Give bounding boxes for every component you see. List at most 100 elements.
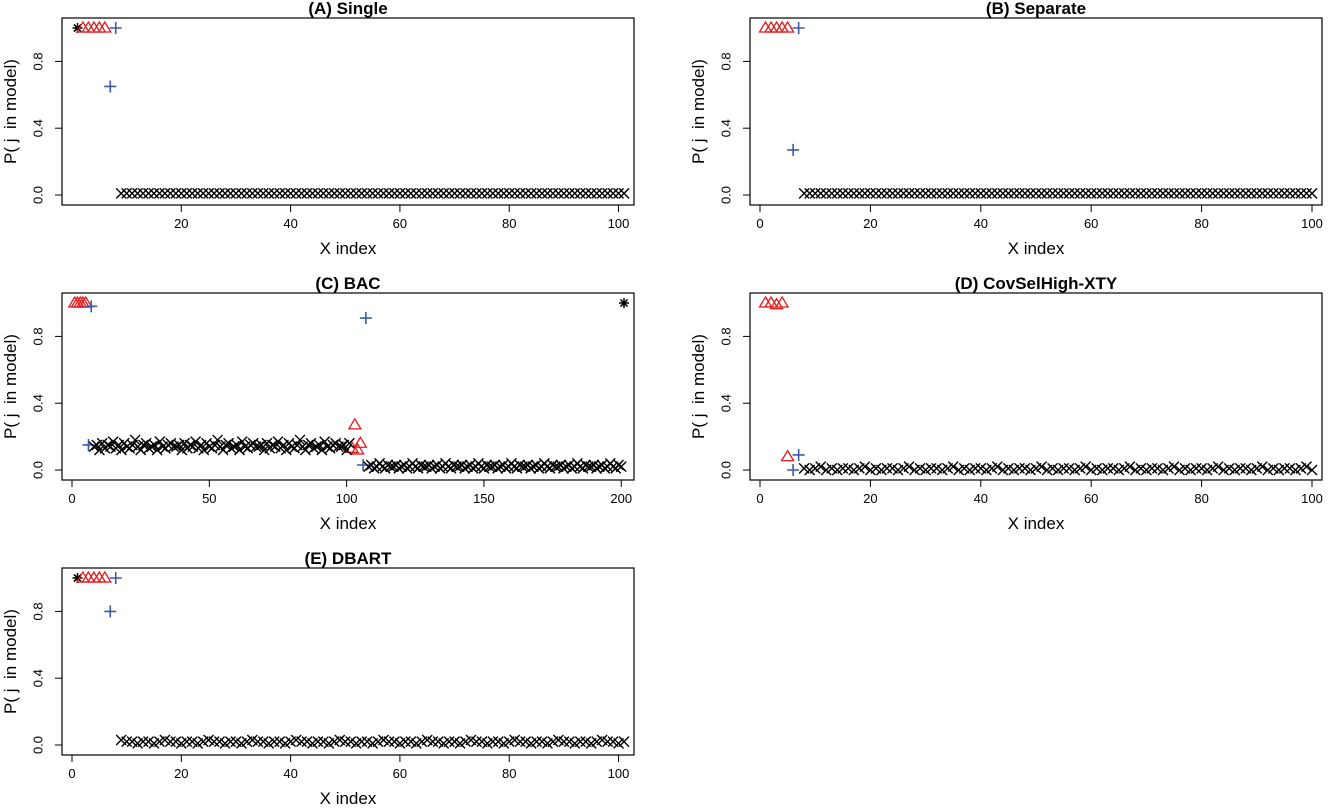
point-x [1069, 187, 1081, 199]
point-x [121, 187, 133, 199]
point-x [1207, 187, 1219, 199]
point-x [585, 187, 597, 199]
point-x [1245, 187, 1257, 199]
point-x [129, 434, 141, 446]
point-x [253, 441, 265, 453]
point-plus [792, 22, 805, 34]
point-x [170, 187, 182, 199]
chart-panel-4: (D) CovSelHigh-XTY 0 20 40 60 80 100 0.0 0.4 0.8 X… [689, 274, 1323, 533]
point-x [263, 187, 275, 199]
point-x [1179, 187, 1191, 199]
x-axis-label: X index [320, 789, 377, 808]
point-x [319, 436, 331, 448]
y-tick-label: 0.8 [719, 327, 734, 345]
y-tick-label: 0.8 [31, 602, 46, 620]
point-x [1058, 462, 1070, 474]
point-x [804, 187, 816, 199]
point-x [1300, 187, 1312, 199]
point-x [341, 444, 353, 456]
point-x [426, 462, 438, 474]
point-x [875, 187, 887, 199]
x-tick-label: 60 [1084, 216, 1098, 231]
point-x [864, 187, 876, 199]
point-x [1019, 187, 1031, 199]
point-x [574, 736, 586, 748]
point-x [367, 187, 379, 199]
point-x [618, 187, 630, 199]
point-x [1278, 462, 1290, 474]
point-x [964, 187, 976, 199]
point-x [388, 187, 400, 199]
point-x [1129, 187, 1141, 199]
point-plus [787, 464, 800, 476]
point-x [1063, 187, 1075, 199]
point-x [925, 462, 937, 474]
point-x [997, 187, 1009, 199]
point-x [268, 736, 280, 748]
point-x [1229, 187, 1241, 199]
point-plus [109, 22, 122, 34]
y-tick-label: 0.4 [719, 119, 734, 137]
y-tick-label: 0.0 [31, 736, 46, 754]
point-x [1107, 187, 1119, 199]
point-x [146, 441, 158, 453]
point-x [986, 187, 998, 199]
point-x [909, 187, 921, 199]
plot-frame [61, 567, 635, 756]
point-plus [104, 80, 117, 93]
point-x [1113, 187, 1125, 199]
point-x [831, 187, 843, 199]
x-tick-label: 60 [393, 766, 407, 781]
point-x [115, 187, 127, 199]
x-tick-label: 80 [502, 216, 516, 231]
x-axis-label: X index [1008, 514, 1065, 533]
point-x [837, 462, 849, 474]
point-x [837, 187, 849, 199]
point-x [1196, 187, 1208, 199]
point-x [361, 187, 373, 199]
x-tick-label: 100 [336, 491, 358, 506]
point-x [241, 187, 253, 199]
y-tick-label: 0.8 [719, 52, 734, 70]
point-x [219, 187, 231, 199]
point-x [154, 436, 166, 448]
point-x [328, 187, 340, 199]
y-tick-label: 0.8 [31, 52, 46, 70]
point-plus [104, 605, 117, 618]
point-x [257, 187, 269, 199]
point-x [958, 187, 970, 199]
point-x [405, 187, 417, 199]
y-axis-label: P( j in model) [1, 609, 20, 714]
point-x [1058, 187, 1070, 199]
x-tick-label: 100 [1301, 216, 1323, 231]
plot-frame [749, 17, 1323, 206]
point-x [1102, 462, 1114, 474]
x-tick-label: 40 [974, 491, 988, 506]
point-x [1256, 187, 1268, 199]
point-x [476, 187, 488, 199]
x-tick-label: 20 [863, 216, 877, 231]
point-x [102, 439, 114, 451]
point-triangle [774, 295, 790, 308]
x-tick-label: 40 [974, 216, 988, 231]
point-x [339, 187, 351, 199]
point-x [383, 736, 395, 748]
point-x [591, 462, 603, 474]
point-x [432, 187, 444, 199]
point-x [1284, 187, 1296, 199]
point-x [159, 187, 171, 199]
point-x [296, 187, 308, 199]
point-x [815, 187, 827, 199]
point-x [143, 187, 155, 199]
point-x [1124, 461, 1136, 473]
point-x [246, 187, 258, 199]
point-x [1212, 187, 1224, 199]
point-x [991, 187, 1003, 199]
point-star [619, 298, 629, 308]
point-x [920, 187, 932, 199]
point-x [208, 187, 220, 199]
point-x [345, 187, 357, 199]
point-x [317, 187, 329, 199]
point-x [1047, 187, 1059, 199]
chart-title: (D) CovSelHigh-XTY [955, 274, 1118, 293]
